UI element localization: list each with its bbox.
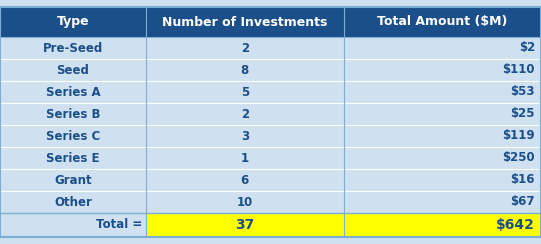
Text: Pre-Seed: Pre-Seed (43, 41, 103, 54)
Bar (146, 213, 541, 237)
Text: Series C: Series C (46, 130, 100, 142)
Text: $250: $250 (503, 152, 535, 164)
Bar (0, 7, 146, 37)
Text: Type: Type (57, 16, 89, 29)
Bar (0, 147, 541, 169)
Bar (0, 125, 541, 147)
Text: $16: $16 (511, 173, 535, 186)
Text: 3: 3 (241, 130, 249, 142)
Text: 1: 1 (241, 152, 249, 164)
Bar (344, 7, 541, 37)
Text: 5: 5 (241, 85, 249, 99)
Bar (0, 191, 541, 213)
Text: $2: $2 (519, 41, 535, 54)
Text: $25: $25 (511, 108, 535, 121)
Text: 8: 8 (241, 63, 249, 77)
Text: 10: 10 (236, 195, 253, 209)
Text: Series A: Series A (46, 85, 100, 99)
Text: Series E: Series E (47, 152, 100, 164)
Text: 37: 37 (235, 218, 254, 232)
Bar (0, 213, 146, 237)
Bar (0, 37, 541, 59)
Text: Number of Investments: Number of Investments (162, 16, 327, 29)
Text: Other: Other (54, 195, 92, 209)
Text: $67: $67 (511, 195, 535, 209)
Bar (0, 81, 541, 103)
Bar (146, 7, 344, 37)
Text: Series B: Series B (46, 108, 100, 121)
Text: 2: 2 (241, 41, 249, 54)
Bar (0, 103, 541, 125)
Bar (0, 59, 541, 81)
Text: $119: $119 (503, 130, 535, 142)
Text: 2: 2 (241, 108, 249, 121)
Bar (0, 169, 541, 191)
Text: Total =: Total = (96, 218, 142, 232)
Text: $53: $53 (511, 85, 535, 99)
Text: Grant: Grant (54, 173, 92, 186)
Text: $642: $642 (496, 218, 535, 232)
Text: 6: 6 (241, 173, 249, 186)
Text: $110: $110 (503, 63, 535, 77)
Text: Total Amount ($M): Total Amount ($M) (377, 16, 507, 29)
Text: Seed: Seed (57, 63, 89, 77)
